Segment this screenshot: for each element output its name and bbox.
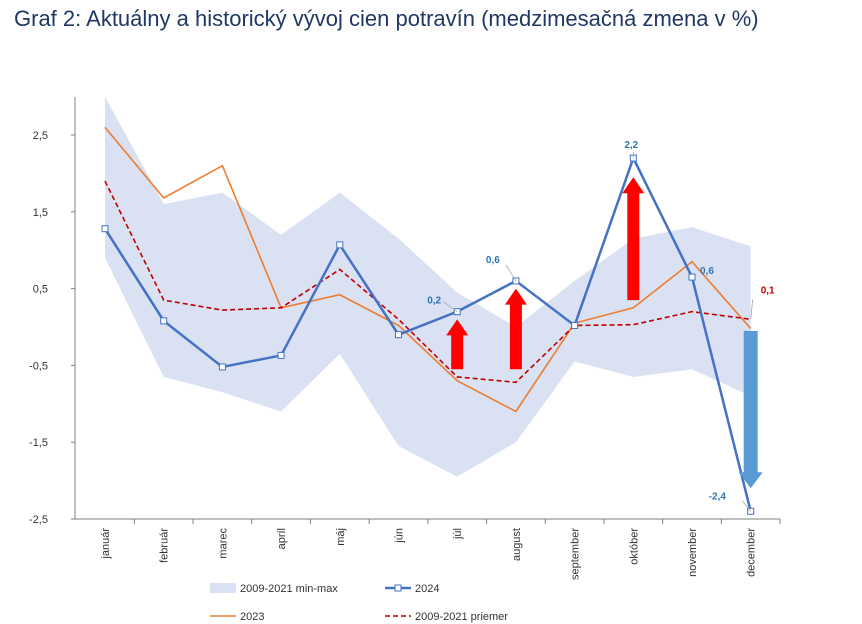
marker-2024: [336, 241, 344, 249]
x-tick-label: december: [746, 528, 758, 577]
min-max-band: [105, 96, 751, 477]
x-tick-label: marec: [217, 528, 229, 559]
arrow-up: [504, 288, 527, 370]
legend-label: 2009-2021 min-max: [240, 583, 338, 595]
legend-swatch-band: [210, 583, 236, 593]
marker-2024: [277, 351, 285, 359]
y-tick-label: 1,5: [33, 207, 48, 219]
x-tick-label: február: [159, 528, 171, 563]
marker-2024: [160, 317, 168, 325]
arrows-layer: [446, 177, 763, 489]
data-label: 2,2: [624, 140, 638, 151]
x-tick-label: máj: [335, 528, 347, 546]
arrow-up: [622, 177, 645, 301]
series-line-2024: [103, 154, 752, 512]
min-max-band-layer: [105, 96, 751, 477]
data-label: 0,1: [761, 285, 775, 296]
series-line-2009-2021-priemer: [104, 180, 751, 384]
legend: 2009-2021 min-max 2024 2023 2009-2021 priem…: [210, 583, 508, 623]
axes-layer: -2,5 -1,5 -0,5 0,5 1,5 2,5 január február marec a…: [29, 97, 781, 580]
x-tick-label: jún: [394, 528, 406, 544]
data-label: 0,2: [427, 296, 441, 307]
data-label: -2,4: [709, 491, 727, 502]
arrow-down: [738, 330, 763, 489]
x-tick-label: september: [570, 528, 582, 580]
series-line-2023: [104, 126, 752, 413]
legend-label: 2024: [415, 583, 439, 595]
legend-label: 2023: [240, 611, 264, 623]
y-tick-label: -0,5: [29, 360, 48, 372]
label-leader: [442, 301, 458, 312]
y-tick-label: 0,5: [33, 284, 48, 296]
series-layer: [101, 126, 755, 515]
arrow-up: [446, 319, 469, 370]
label-leader: [742, 501, 752, 512]
data-labels-layer: 0,2 0,6 2,2 0,6 0,1 -2,4: [427, 140, 775, 512]
x-tick-label: október: [628, 528, 640, 565]
legend-label: 2009-2021 priemer: [415, 611, 508, 623]
data-label: 0,6: [700, 266, 714, 277]
y-tick-label: -2,5: [29, 514, 48, 526]
y-tick-label: -1,5: [29, 437, 48, 449]
y-tick-label: 2,5: [33, 130, 48, 142]
x-tick-label: júl: [452, 528, 464, 540]
x-tick-label: august: [511, 528, 523, 561]
marker-2024: [688, 273, 696, 281]
x-tick-label: január: [100, 528, 112, 560]
marker-2024: [395, 331, 402, 339]
legend-swatch-marker: [394, 584, 402, 592]
marker-2024: [571, 321, 579, 329]
marker-2024: [101, 225, 109, 233]
marker-2024: [218, 363, 226, 371]
label-leader: [505, 264, 517, 282]
label-leader: [750, 299, 754, 320]
chart-title: Graf 2: Aktuálny a historický vývoj cien…: [14, 6, 759, 31]
x-tick-label: apríl: [276, 528, 288, 549]
data-label: 0,6: [486, 255, 500, 266]
x-tick-label: november: [687, 528, 699, 577]
